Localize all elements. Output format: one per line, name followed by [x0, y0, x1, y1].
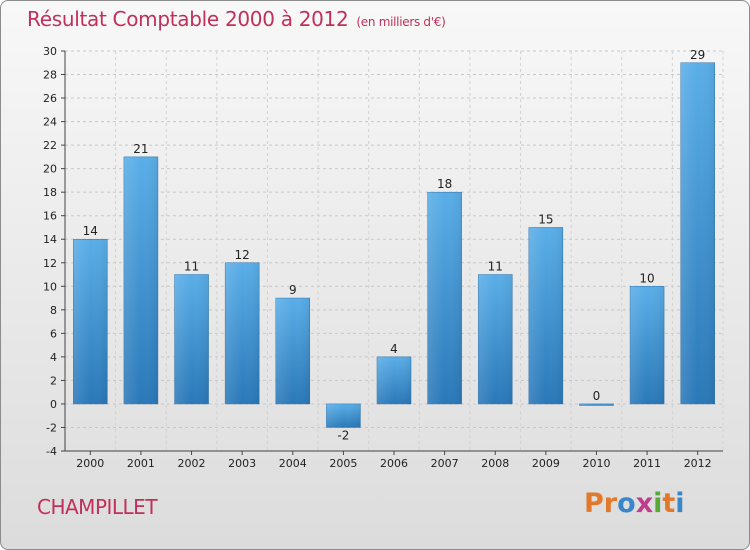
y-tick-label: 20	[43, 163, 57, 176]
x-tick-label: 2012	[684, 457, 712, 470]
y-tick-label: 24	[43, 116, 57, 129]
data-label: -2	[337, 428, 349, 442]
data-label: 4	[390, 342, 398, 356]
bar-shade	[73, 239, 108, 404]
proxiti-logo: Proxiti	[584, 488, 685, 519]
commune-name: CHAMPILLET	[37, 495, 158, 519]
bar-shade	[528, 227, 563, 404]
chart-title: Résultat Comptable 2000 à 2012 (en millie…	[27, 7, 446, 31]
x-tick-label: 2000	[76, 457, 104, 470]
bar-shade	[377, 356, 411, 404]
data-label: 15	[538, 212, 553, 226]
chart-subtitle: (en milliers d'€)	[356, 15, 446, 29]
bar-shade	[174, 274, 209, 404]
logo-letter: i	[653, 488, 663, 519]
data-label: 14	[83, 224, 98, 238]
y-tick-label: 14	[43, 233, 57, 246]
x-tick-label: 2001	[127, 457, 155, 470]
x-tick-label: 2008	[481, 457, 509, 470]
bar-shade	[275, 298, 310, 404]
y-tick-label: 16	[43, 210, 57, 223]
y-tick-label: 8	[50, 304, 57, 317]
data-label: 11	[184, 260, 199, 274]
x-tick-label: 2005	[329, 457, 357, 470]
logo-letter: i	[675, 488, 685, 519]
bar-shade	[630, 286, 665, 404]
y-tick-label: 6	[50, 327, 57, 340]
bar-shade	[680, 62, 715, 404]
data-label: 9	[289, 283, 297, 297]
y-tick-label: 28	[43, 69, 57, 82]
bar-shade	[478, 274, 513, 404]
x-tick-label: 2002	[178, 457, 206, 470]
x-tick-label: 2006	[380, 457, 408, 470]
y-tick-label: 26	[43, 92, 57, 105]
y-tick-label: -4	[46, 445, 57, 458]
bar-shade	[427, 192, 462, 404]
logo-letter: P	[584, 488, 604, 519]
data-label: 21	[133, 142, 148, 156]
y-tick-label: 12	[43, 257, 57, 270]
data-label: 11	[488, 260, 503, 274]
y-tick-label: 2	[50, 374, 57, 387]
y-tick-label: 0	[50, 398, 57, 411]
data-label: 10	[639, 271, 654, 285]
logo-letter: o	[617, 488, 636, 519]
y-tick-label: 4	[50, 351, 57, 364]
data-label: 12	[235, 248, 250, 262]
x-tick-label: 2004	[279, 457, 307, 470]
x-tick-label: 2010	[582, 457, 610, 470]
x-tick-label: 2009	[532, 457, 560, 470]
bar-shade	[326, 403, 361, 428]
logo-letter: t	[662, 488, 676, 519]
y-tick-label: 30	[43, 45, 57, 58]
y-tick-label: 10	[43, 280, 57, 293]
logo-letter: x	[635, 488, 654, 519]
bar-shade	[225, 262, 260, 404]
x-tick-label: 2007	[431, 457, 459, 470]
y-tick-label: 22	[43, 139, 57, 152]
x-tick-label: 2011	[633, 457, 661, 470]
bar-shade	[579, 403, 614, 406]
logo-letter: r	[603, 488, 618, 519]
y-tick-label: 18	[43, 186, 57, 199]
bar-shade	[123, 156, 158, 404]
data-label: 29	[690, 48, 705, 62]
data-label: 18	[437, 177, 452, 191]
y-tick-label: -2	[46, 421, 57, 434]
data-label: 0	[593, 389, 601, 403]
chart-title-text: Résultat Comptable 2000 à 2012	[27, 7, 349, 31]
x-tick-label: 2003	[228, 457, 256, 470]
